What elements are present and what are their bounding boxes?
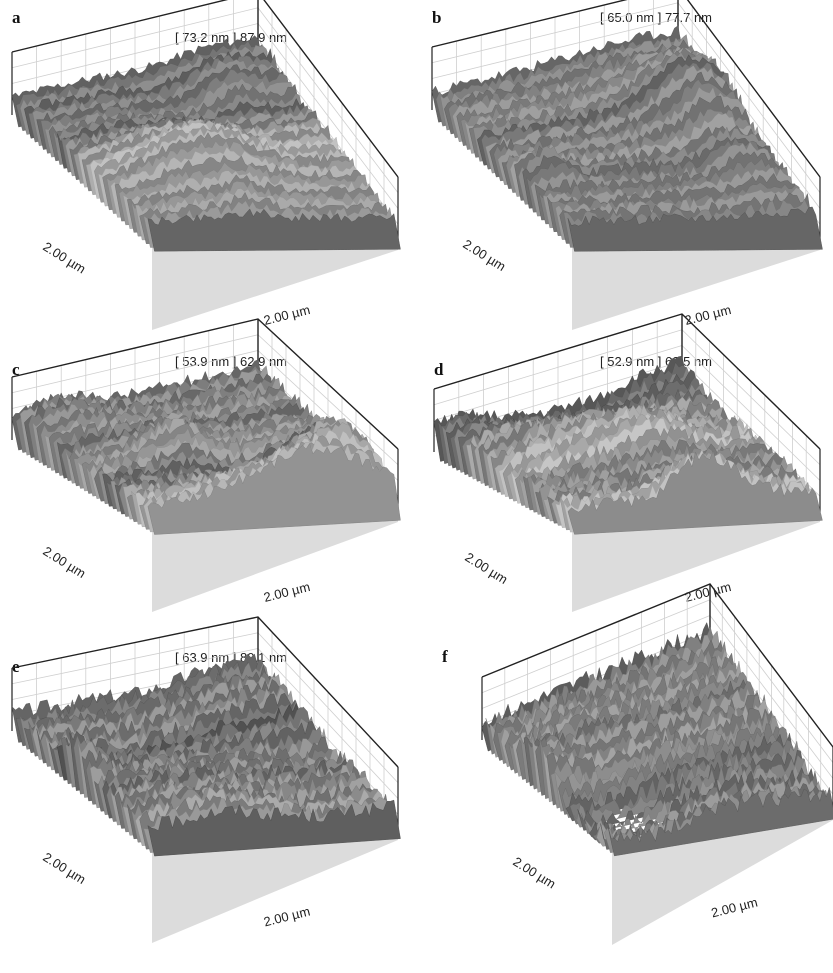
floor-wall — [152, 512, 398, 612]
afm-panel-c: c [ 53.9 nm ] 62.9 nm 2.00 µm 2.00 µm — [0, 318, 410, 642]
axis-label-left: 2.00 µm — [40, 543, 88, 581]
afm-surface-plot: 2.00 µm 2.00 µm — [481, 583, 833, 945]
axis-label-left: 2.00 µm — [510, 854, 558, 892]
panel-label: c — [12, 360, 20, 379]
axis-label-left: 2.00 µm — [460, 236, 508, 274]
axis-label-left: 2.00 µm — [40, 849, 88, 887]
topography-surface — [11, 35, 401, 252]
topography-surface — [431, 25, 823, 252]
axis-label-right: 2.00 µm — [262, 903, 311, 929]
afm-surface-plot: 2.00 µm2.00 µm — [431, 0, 823, 330]
floor-wall — [152, 238, 398, 330]
afm-panel-a: a [ 73.2 nm ] 87.9 nm 2.00 µm 2.00 µm — [0, 0, 410, 330]
afm-panel-b: b [ 65.0 nm ] 77.7 nm 2.00 µm 2.00 µm — [420, 0, 830, 330]
afm-surface-plot: 2.00 µm2.00 µm — [433, 313, 823, 612]
topography-surface — [433, 355, 823, 535]
afm-panel-f: f 2.00 µm 2.00 µm — [420, 583, 833, 965]
panel-label: d — [434, 360, 444, 379]
axis-label-left: 2.00 µm — [40, 239, 88, 277]
panel-label: a — [12, 8, 21, 27]
height-range: [ 73.2 nm ] 87.9 nm — [175, 30, 288, 45]
axis-label-right: 2.00 µm — [262, 579, 311, 605]
axis-label-left: 2.00 µm — [462, 549, 510, 587]
topography-surface — [11, 653, 401, 857]
height-range: [ 52.9 nm ] 62.5 nm — [600, 354, 713, 369]
panel-label: f — [442, 647, 448, 666]
afm-surface-plot: 2.00 µm2.00 µm — [11, 0, 401, 330]
floor-wall — [572, 238, 820, 330]
floor-wall — [152, 830, 398, 943]
axis-label-right: 2.00 µm — [710, 894, 759, 920]
height-range: [ 65.0 nm ] 77.7 nm — [600, 10, 713, 25]
panel-label: e — [12, 657, 20, 676]
panel-label: b — [432, 8, 442, 27]
afm-panel-d: d [ 52.9 nm ] 62.5 nm 2.00 µm 2.00 µm — [420, 313, 830, 642]
topography-surface — [11, 359, 401, 535]
afm-surface-plot: 2.00 µm 2.00 µm — [11, 616, 401, 943]
topography-surface — [481, 622, 833, 857]
afm-panel-e: e [ 63.9 nm ] 89.1 nm 2.00 µm 2.00 µm — [0, 616, 410, 965]
floor-wall — [572, 512, 820, 612]
back-wall-grid — [11, 616, 399, 830]
afm-surface-plot: 2.00 µm 2.00 µm — [11, 318, 401, 612]
